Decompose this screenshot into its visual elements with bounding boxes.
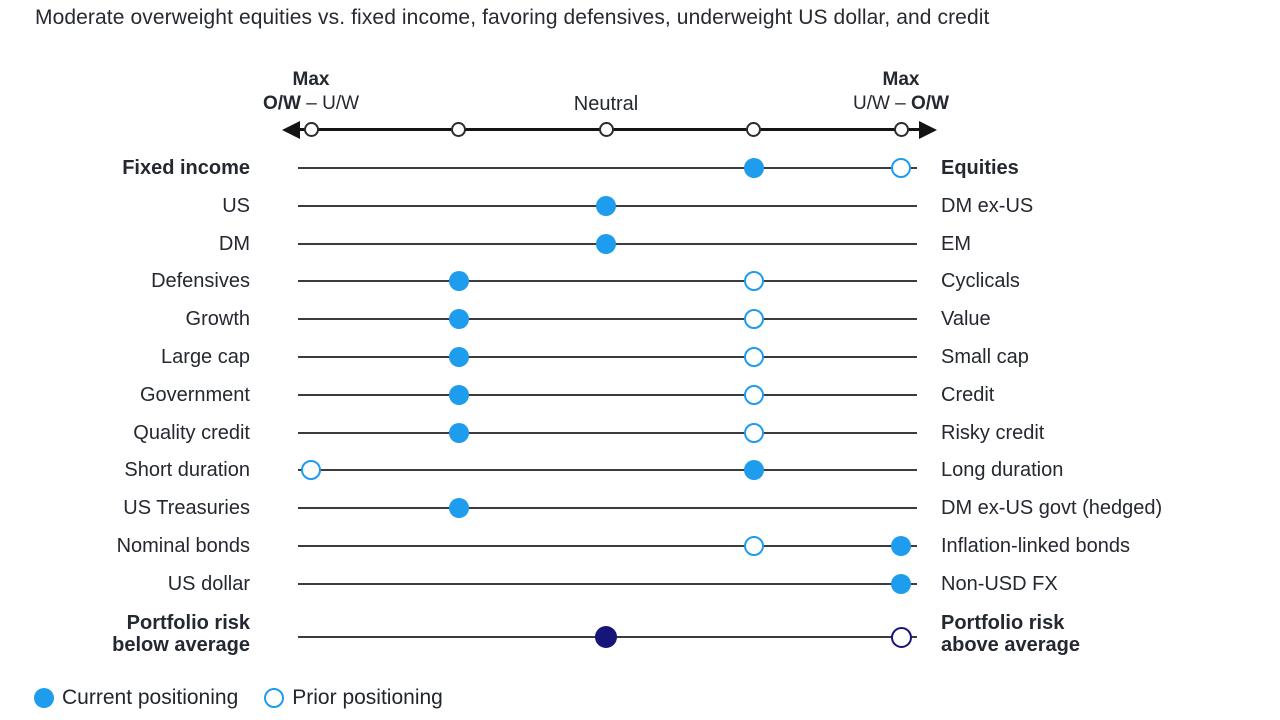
prior-dot xyxy=(743,347,764,367)
current-dot xyxy=(596,233,616,254)
row-label-right: Portfolio risk above average xyxy=(941,612,1080,656)
current-dot xyxy=(448,347,469,367)
row-label-right: Equities xyxy=(941,157,1019,179)
prior-dot xyxy=(743,422,764,443)
axis-label-neutral: Neutral xyxy=(573,93,639,115)
row-label-left: Defensives xyxy=(151,270,250,293)
prior-positioning-dot-icon xyxy=(264,688,285,708)
row-label-right: Inflation-linked bonds xyxy=(941,535,1131,557)
row-label-right: Cyclicals xyxy=(941,270,1020,293)
axis-tick-circle xyxy=(451,122,466,137)
legend-item-prior: Prior positioning xyxy=(264,686,443,710)
prior-dot xyxy=(743,536,764,556)
row-label-right: Risky credit xyxy=(941,421,1045,444)
axis-label-max-uw: Max U/W – O/W xyxy=(806,68,996,116)
axis-tick-circle xyxy=(303,122,319,137)
current-dot xyxy=(596,195,616,216)
current-dot xyxy=(743,158,764,178)
axis-label-max-left: Max xyxy=(292,69,330,90)
row-line xyxy=(298,431,917,434)
row-label-right: DM ex-US xyxy=(941,194,1034,217)
row-label-left: Government xyxy=(139,383,250,406)
row-label-right: Credit xyxy=(941,383,995,406)
prior-dot xyxy=(743,384,764,405)
row-line xyxy=(298,318,917,321)
right-arrowhead-icon xyxy=(919,121,937,139)
axis-label-ow-uw: O/W – U/W xyxy=(262,93,360,114)
prior-dot xyxy=(890,626,912,648)
row-label-left: Nominal bonds xyxy=(116,535,250,557)
axis-tick-circle xyxy=(746,122,761,137)
current-dot xyxy=(891,573,911,594)
row-line xyxy=(298,545,917,547)
prior-dot xyxy=(301,460,321,481)
legend-label-current: Current positioning xyxy=(62,686,239,709)
row-label-left: Portfolio risk below average xyxy=(112,612,250,656)
axis-tick-circle xyxy=(598,122,614,137)
left-arrowhead-icon xyxy=(282,121,300,139)
row-label-left: Quality credit xyxy=(133,421,250,444)
row-line xyxy=(298,167,917,169)
row-label-right: EM xyxy=(941,232,971,255)
row-label-right: Non-USD FX xyxy=(941,572,1058,595)
row-line xyxy=(298,356,917,358)
row-label-left: US dollar xyxy=(167,572,250,595)
prior-dot xyxy=(743,271,764,292)
row-line xyxy=(298,393,917,396)
row-label-left: US xyxy=(222,194,250,217)
legend-item-current: Current positioning xyxy=(34,686,238,710)
row-label-right: Value xyxy=(941,308,991,331)
axis-tick-circle xyxy=(893,122,909,137)
current-dot xyxy=(891,536,911,556)
row-label-left: Large cap xyxy=(161,346,250,368)
legend-label-prior: Prior positioning xyxy=(292,686,443,709)
row-label-right: Long duration xyxy=(941,459,1064,482)
row-label-right: DM ex-US govt (hedged) xyxy=(941,497,1163,520)
row-line xyxy=(298,582,917,585)
row-label-right: Small cap xyxy=(941,346,1029,368)
prior-dot xyxy=(891,158,911,178)
prior-dot xyxy=(743,309,764,330)
current-dot xyxy=(448,271,469,292)
row-label-left: Short duration xyxy=(124,459,250,482)
axis-label-max-right: Max xyxy=(882,69,920,90)
current-dot xyxy=(743,460,764,481)
current-dot xyxy=(448,422,469,443)
axis-label-max-ow: Max O/W – U/W xyxy=(216,68,406,116)
row-label-left: US Treasuries xyxy=(123,497,250,520)
row-line xyxy=(298,507,917,510)
current-dot xyxy=(448,309,469,330)
current-positioning-dot-icon xyxy=(34,688,54,708)
row-label-left: DM xyxy=(218,232,250,255)
row-label-left: Fixed income xyxy=(122,157,250,179)
current-dot xyxy=(448,498,469,519)
chart-title: Moderate overweight equities vs. fixed i… xyxy=(35,6,990,29)
axis-label-uw-ow: U/W – O/W xyxy=(852,93,950,114)
row-label-left: Growth xyxy=(185,308,250,331)
current-dot xyxy=(448,384,469,405)
legend: Current positioning Prior positioning xyxy=(34,686,443,710)
row-line xyxy=(298,280,917,283)
row-line xyxy=(298,469,917,472)
current-dot xyxy=(595,626,617,648)
